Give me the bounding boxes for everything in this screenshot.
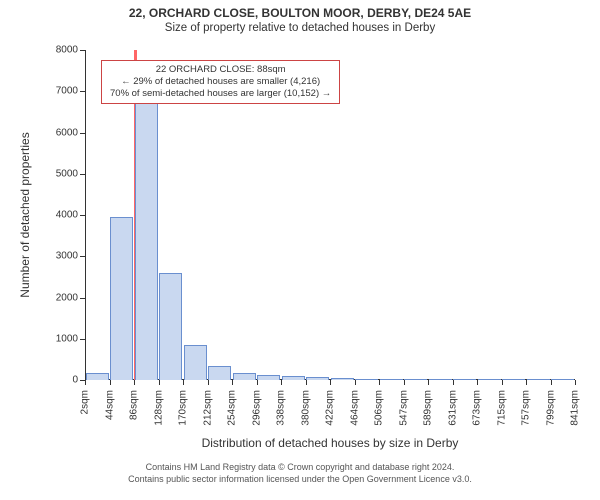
x-tick-label: 715sqm — [496, 390, 507, 430]
x-tick — [404, 380, 405, 385]
footer-line2: Contains public sector information licen… — [0, 474, 600, 486]
x-tick — [110, 380, 111, 385]
histogram-bar — [233, 373, 256, 380]
x-tick — [281, 380, 282, 385]
y-tick-label: 1000 — [40, 333, 78, 344]
annotation-line3: 70% of semi-detached houses are larger (… — [110, 88, 331, 100]
x-tick — [330, 380, 331, 385]
x-tick — [208, 380, 209, 385]
y-tick-label: 3000 — [40, 251, 78, 262]
x-tick-label: 338sqm — [276, 390, 287, 430]
x-tick-label: 212sqm — [202, 390, 213, 430]
histogram-bar — [159, 273, 182, 380]
y-tick — [80, 256, 85, 257]
footer-line1: Contains HM Land Registry data © Crown c… — [0, 462, 600, 474]
chart-container: { "title": "22, ORCHARD CLOSE, BOULTON M… — [0, 0, 600, 500]
y-tick — [80, 133, 85, 134]
y-tick — [80, 298, 85, 299]
y-tick-label: 5000 — [40, 168, 78, 179]
y-tick-label: 6000 — [40, 127, 78, 138]
x-tick-label: 170sqm — [178, 390, 189, 430]
x-tick — [134, 380, 135, 385]
x-tick-label: 128sqm — [153, 390, 164, 430]
x-tick-label: 464sqm — [349, 390, 360, 430]
x-tick — [257, 380, 258, 385]
histogram-bar — [380, 379, 403, 380]
x-tick-label: 422sqm — [325, 390, 336, 430]
x-tick-label: 631sqm — [447, 390, 458, 430]
x-tick — [428, 380, 429, 385]
annotation-line2: ← 29% of detached houses are smaller (4,… — [110, 76, 331, 88]
x-tick-label: 44sqm — [104, 390, 115, 430]
x-tick-label: 86sqm — [129, 390, 140, 430]
histogram-bar — [355, 379, 378, 380]
y-tick — [80, 50, 85, 51]
x-tick — [379, 380, 380, 385]
y-tick — [80, 215, 85, 216]
chart-title: 22, ORCHARD CLOSE, BOULTON MOOR, DERBY, … — [0, 0, 600, 20]
x-tick — [526, 380, 527, 385]
x-tick — [575, 380, 576, 385]
histogram-bar — [331, 378, 354, 380]
x-axis-label: Distribution of detached houses by size … — [202, 436, 459, 450]
x-tick — [232, 380, 233, 385]
histogram-bar — [135, 102, 158, 380]
x-tick — [85, 380, 86, 385]
histogram-bar — [404, 379, 427, 380]
histogram-bar — [453, 379, 476, 380]
histogram-bar — [257, 375, 280, 380]
x-tick-label: 2sqm — [80, 390, 91, 430]
x-tick-label: 841sqm — [570, 390, 581, 430]
histogram-bar — [551, 379, 574, 380]
x-tick — [183, 380, 184, 385]
y-tick-label: 4000 — [40, 210, 78, 221]
x-tick-label: 589sqm — [423, 390, 434, 430]
x-tick-label: 296sqm — [251, 390, 262, 430]
footer: Contains HM Land Registry data © Crown c… — [0, 462, 600, 485]
y-tick-label: 7000 — [40, 86, 78, 97]
histogram-bar — [184, 345, 207, 380]
histogram-bar — [110, 217, 133, 380]
histogram-bar — [527, 379, 550, 380]
annotation-box: 22 ORCHARD CLOSE: 88sqm ← 29% of detache… — [101, 60, 340, 104]
histogram-bar — [478, 379, 501, 380]
histogram-bar — [306, 377, 329, 380]
histogram-bar — [86, 373, 109, 380]
x-tick-label: 673sqm — [472, 390, 483, 430]
histogram-bar — [282, 376, 305, 380]
x-tick — [477, 380, 478, 385]
x-tick-label: 757sqm — [521, 390, 532, 430]
y-tick-label: 8000 — [40, 45, 78, 56]
x-tick — [453, 380, 454, 385]
histogram-bar — [208, 366, 231, 380]
x-tick-label: 254sqm — [227, 390, 238, 430]
y-tick — [80, 339, 85, 340]
y-tick — [80, 174, 85, 175]
x-tick-label: 547sqm — [398, 390, 409, 430]
histogram-bar — [429, 379, 452, 380]
x-tick-label: 380sqm — [300, 390, 311, 430]
y-axis-label: Number of detached properties — [18, 132, 32, 297]
x-tick-label: 799sqm — [545, 390, 556, 430]
y-tick-label: 2000 — [40, 292, 78, 303]
x-tick-label: 506sqm — [374, 390, 385, 430]
x-tick — [551, 380, 552, 385]
y-tick — [80, 91, 85, 92]
x-tick — [502, 380, 503, 385]
chart-subtitle: Size of property relative to detached ho… — [0, 20, 600, 34]
annotation-line1: 22 ORCHARD CLOSE: 88sqm — [110, 64, 331, 76]
y-tick-label: 0 — [40, 375, 78, 386]
y-axis-line — [85, 50, 86, 380]
x-tick — [306, 380, 307, 385]
x-tick — [159, 380, 160, 385]
x-tick — [355, 380, 356, 385]
histogram-bar — [502, 379, 525, 380]
